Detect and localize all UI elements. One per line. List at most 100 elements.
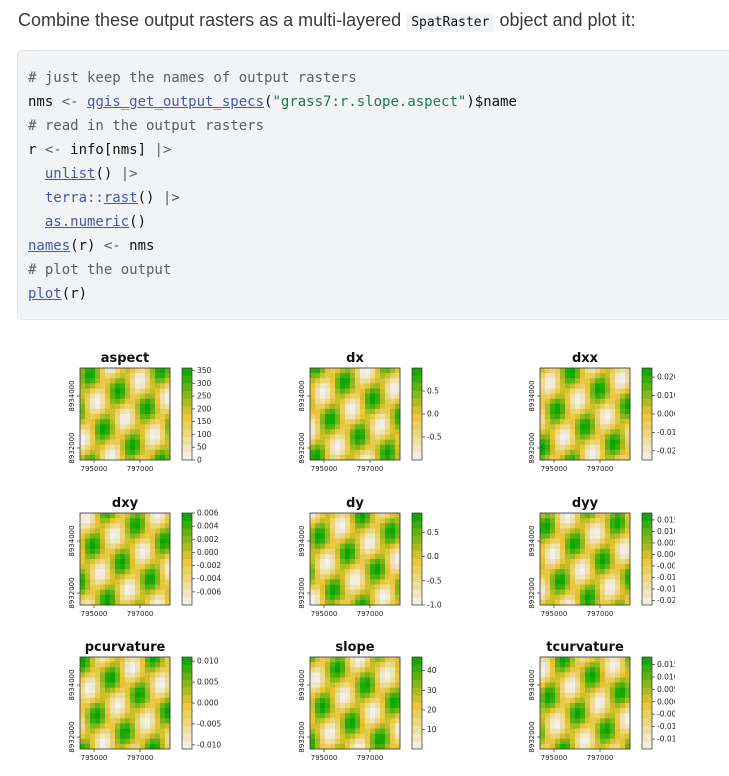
map-frame — [539, 367, 631, 461]
code-comment: # just keep the names of output rasters — [28, 70, 357, 86]
legend-colorbar — [641, 512, 653, 606]
y-tick-label: 8932000 — [298, 721, 306, 752]
x-tick-label: 797000 — [357, 754, 384, 762]
x-tick-label: 797000 — [357, 610, 384, 618]
intro-text-before: Combine these output rasters as a multi-… — [18, 10, 407, 30]
legend-tick-label: 20 — [427, 705, 437, 714]
legend-colorbar — [411, 512, 423, 606]
code-text: r — [28, 142, 45, 158]
code-link-unlist[interactable]: unlist — [44, 166, 96, 182]
legend-colorbar — [181, 367, 193, 461]
legend-tick-label: 10 — [427, 725, 437, 734]
legend-tick-label: 0.002 — [197, 535, 219, 544]
code-line-6: terra::rast() |> — [28, 188, 180, 208]
panel-title: dx — [346, 351, 364, 366]
legend-colorbar — [411, 367, 423, 461]
x-tick-label: 795000 — [311, 610, 338, 618]
code-text: nms — [120, 238, 155, 254]
code-comment: # read in the output rasters — [28, 118, 265, 134]
code-text: (r) — [70, 238, 104, 254]
legend-colorbar — [181, 512, 193, 606]
map-frame — [539, 512, 631, 606]
panel-title: dy — [346, 496, 364, 511]
code-link-names[interactable]: names — [28, 238, 71, 254]
code-link-plot[interactable]: plot — [28, 286, 62, 302]
x-tick-label: 797000 — [587, 754, 614, 762]
map-frame — [309, 656, 401, 750]
x-tick-label: 797000 — [357, 465, 384, 473]
map-frame — [79, 512, 171, 606]
code-text: info[nms] — [61, 142, 155, 158]
code-line-3: # read in the output rasters — [28, 116, 264, 136]
legend-tick-label: 0.004 — [197, 522, 219, 531]
code-line-10: plot(r) — [28, 284, 87, 304]
legend-tick-label: -0.5 — [427, 433, 442, 442]
legend-tick-label: 200 — [197, 404, 212, 413]
intro-text-after: object and plot it: — [494, 10, 636, 30]
legend-tick-label: 0.0 — [427, 552, 439, 561]
raster-cells — [80, 513, 171, 606]
legend-tick-label: -0.020 — [657, 596, 675, 605]
y-tick-label: 8934000 — [68, 525, 76, 556]
x-tick-label: 797000 — [127, 465, 154, 473]
code-comment: # plot the output — [28, 262, 172, 278]
panel-title: dxy — [112, 496, 139, 511]
x-tick-label: 795000 — [541, 610, 568, 618]
x-tick-label: 795000 — [81, 610, 108, 618]
raster-cells — [540, 513, 631, 606]
raster-cells — [80, 368, 171, 461]
raster-cells — [80, 657, 171, 750]
raster-panel-tcurvature: tcurvature 795000 797000 8932000 8934000 0.01… — [528, 640, 675, 762]
legend-tick-label: -0.015 — [657, 735, 675, 744]
raster-cells — [310, 657, 401, 750]
code-text: () — [95, 166, 121, 182]
raster-cells — [310, 513, 401, 606]
panel-title: tcurvature — [546, 640, 624, 655]
legend-tick-label: -0.005 — [657, 710, 675, 719]
x-tick-label: 795000 — [541, 465, 568, 473]
legend-tick-label: 50 — [197, 443, 207, 452]
legend-tick-label: -0.010 — [657, 722, 675, 731]
code-text: () — [137, 190, 163, 206]
y-tick-label: 8934000 — [298, 669, 306, 700]
raster-panel-pcurvature: pcurvature 795000 797000 8932000 8934000 0.01… — [68, 640, 221, 762]
code-link-as-numeric[interactable]: as.numeric — [44, 214, 130, 230]
code-link-qgis-get-output-specs[interactable]: qgis_get_output_specs — [87, 94, 265, 110]
x-tick-label: 797000 — [127, 610, 154, 618]
code-string: "grass7:r.slope.aspect" — [272, 94, 467, 110]
x-tick-label: 795000 — [81, 754, 108, 762]
x-tick-label: 797000 — [127, 754, 154, 762]
panel-title: dxx — [572, 351, 599, 366]
legend-tick-label: -0.002 — [197, 561, 221, 570]
y-tick-label: 8934000 — [298, 380, 306, 411]
legend-colorbar — [641, 656, 653, 750]
intro-paragraph: Combine these output rasters as a multi-… — [18, 8, 723, 35]
legend-tick-label: 300 — [197, 379, 212, 388]
raster-panel-slope: slope 795000 797000 8932000 8934000 40 30 20 10 — [298, 640, 437, 762]
panel-title: pcurvature — [85, 640, 166, 655]
legend-tick-label: -0.004 — [197, 574, 221, 583]
code-line-1: # just keep the names of output rasters — [28, 68, 357, 88]
legend-tick-label: -0.020 — [657, 446, 675, 455]
legend-tick-label: 0.0 — [427, 410, 439, 419]
code-text: ( — [264, 94, 273, 110]
legend-tick-label: 0.010 — [657, 527, 675, 536]
panel-title: slope — [335, 640, 374, 655]
code-text: (r) — [61, 286, 88, 302]
legend-tick-label: 0.005 — [657, 685, 675, 694]
legend-tick-label: 0 — [197, 456, 202, 465]
raster-cells — [540, 657, 631, 750]
y-tick-label: 8932000 — [528, 721, 536, 752]
legend-tick-label: -0.5 — [427, 576, 442, 585]
code-line-7: as.numeric() — [28, 212, 146, 232]
legend-tick-label: -0.015 — [657, 584, 675, 593]
y-tick-label: 8932000 — [68, 577, 76, 608]
legend-tick-label: 100 — [197, 430, 212, 439]
code-line-2: nms <- qgis_get_output_specs("grass7:r.s… — [28, 92, 517, 112]
code-line-8: names(r) <- nms — [28, 236, 154, 256]
code-line-4: r <- info[nms] |> — [28, 140, 171, 160]
code-link-rast[interactable]: rast — [103, 190, 138, 206]
map-frame — [309, 367, 401, 461]
legend-tick-label: 0.5 — [427, 528, 439, 537]
